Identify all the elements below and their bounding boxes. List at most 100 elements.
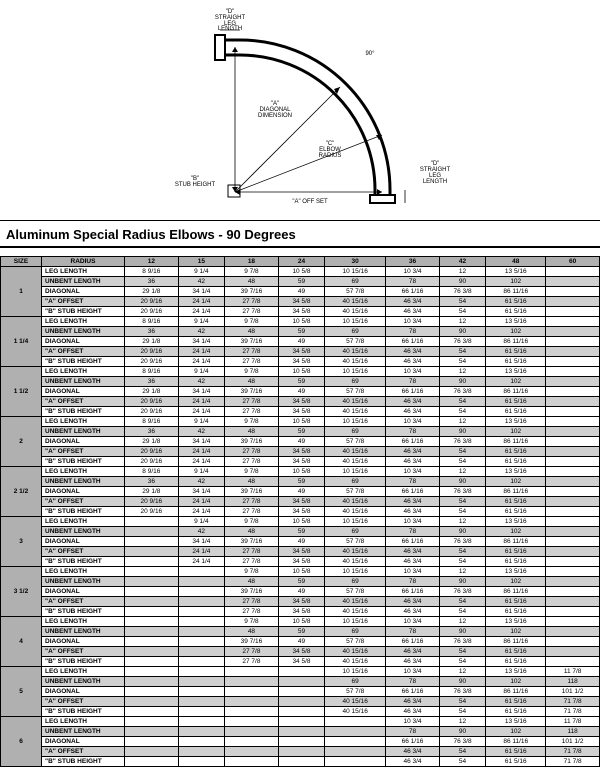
cell: 27 7/8 xyxy=(225,397,279,407)
cell xyxy=(125,617,179,627)
cell xyxy=(278,737,324,747)
table-row: UNBENT LENGTH697890102118 xyxy=(1,677,600,687)
cell: 66 1/16 xyxy=(386,637,440,647)
cell: 90 xyxy=(439,377,485,387)
cell: 40 15/16 xyxy=(325,547,386,557)
cell xyxy=(225,757,279,767)
cell: 39 7/16 xyxy=(225,387,279,397)
cell: 29 1/8 xyxy=(125,487,179,497)
cell: 54 xyxy=(439,757,485,767)
cell: 54 xyxy=(439,447,485,457)
row-label: "A" OFFSET xyxy=(42,647,125,657)
cell xyxy=(125,537,179,547)
cell: 42 xyxy=(178,427,224,437)
cell: 39 7/16 xyxy=(225,637,279,647)
row-label: "B" STUB HEIGHT xyxy=(42,707,125,717)
cell: 27 7/8 xyxy=(225,307,279,317)
cell: 54 xyxy=(439,657,485,667)
cell: 76 3/8 xyxy=(439,287,485,297)
row-label: "B" STUB HEIGHT xyxy=(42,357,125,367)
cell xyxy=(546,457,600,467)
cell xyxy=(178,647,224,657)
cell: 102 xyxy=(486,377,546,387)
cell: 86 11/16 xyxy=(486,587,546,597)
cell xyxy=(178,637,224,647)
cell: 40 15/16 xyxy=(325,397,386,407)
cell xyxy=(546,467,600,477)
size-cell: 5 xyxy=(1,667,42,717)
cell xyxy=(546,297,600,307)
cell: 34 5/8 xyxy=(278,297,324,307)
table-row: "A" OFFSET20 9/1624 1/427 7/834 5/840 15… xyxy=(1,497,600,507)
cell: 39 7/16 xyxy=(225,287,279,297)
cell xyxy=(178,747,224,757)
cell: 9 1/4 xyxy=(178,317,224,327)
cell: 61 5/16 xyxy=(486,357,546,367)
row-label: UNBENT LENGTH xyxy=(42,577,125,587)
cell: 10 5/8 xyxy=(278,267,324,277)
cell: 40 15/16 xyxy=(325,497,386,507)
cell xyxy=(278,707,324,717)
cell: 10 15/16 xyxy=(325,467,386,477)
cell: 57 7/8 xyxy=(325,637,386,647)
cell: 57 7/8 xyxy=(325,687,386,697)
row-label: "B" STUB HEIGHT xyxy=(42,307,125,317)
cell: 10 3/4 xyxy=(386,367,440,377)
cell: 9 1/4 xyxy=(178,367,224,377)
cell xyxy=(125,707,179,717)
cell xyxy=(125,747,179,757)
row-label: LEG LENGTH xyxy=(42,567,125,577)
cell xyxy=(278,727,324,737)
cell xyxy=(178,737,224,747)
cell: 48 xyxy=(225,277,279,287)
row-label: UNBENT LENGTH xyxy=(42,677,125,687)
cell: 10 3/4 xyxy=(386,417,440,427)
cell: 34 5/8 xyxy=(278,597,324,607)
cell: 20 9/16 xyxy=(125,297,179,307)
cell: 8 9/16 xyxy=(125,417,179,427)
cell: 46 3/4 xyxy=(386,607,440,617)
row-label: DIAGONAL xyxy=(42,737,125,747)
cell: 101 1/2 xyxy=(546,687,600,697)
cell: 57 7/8 xyxy=(325,537,386,547)
cell xyxy=(125,567,179,577)
svg-text:LENGTH: LENGTH xyxy=(218,26,242,32)
col-size: SIZE xyxy=(1,257,42,267)
cell xyxy=(546,507,600,517)
cell xyxy=(125,607,179,617)
cell xyxy=(178,567,224,577)
table-row: 4LEG LENGTH9 7/810 5/810 15/1610 3/41213… xyxy=(1,617,600,627)
cell xyxy=(546,557,600,567)
cell xyxy=(546,397,600,407)
row-label: "A" OFFSET xyxy=(42,347,125,357)
row-label: LEG LENGTH xyxy=(42,317,125,327)
cell: 76 3/8 xyxy=(439,537,485,547)
cell: 69 xyxy=(325,527,386,537)
cell: 86 11/16 xyxy=(486,437,546,447)
cell: 49 xyxy=(278,487,324,497)
col-radius: RADIUS xyxy=(42,257,125,267)
cell: 34 5/8 xyxy=(278,507,324,517)
cell: 118 xyxy=(546,677,600,687)
cell: 54 xyxy=(439,647,485,657)
cell: 66 1/16 xyxy=(386,687,440,697)
size-cell: 4 xyxy=(1,617,42,667)
cell: 24 1/4 xyxy=(178,347,224,357)
table-row: "B" STUB HEIGHT46 3/45461 5/1671 7/8 xyxy=(1,757,600,767)
cell: 71 7/8 xyxy=(546,757,600,767)
cell: 61 5/16 xyxy=(486,607,546,617)
table-row: 3LEG LENGTH9 1/49 7/810 5/810 15/1610 3/… xyxy=(1,517,600,527)
row-label: UNBENT LENGTH xyxy=(42,477,125,487)
row-label: "A" OFFSET xyxy=(42,547,125,557)
cell: 8 9/16 xyxy=(125,317,179,327)
cell: 10 15/16 xyxy=(325,517,386,527)
cell: 49 xyxy=(278,587,324,597)
cell: 69 xyxy=(325,577,386,587)
cell: 12 xyxy=(439,517,485,527)
cell: 27 7/8 xyxy=(225,457,279,467)
cell: 78 xyxy=(386,577,440,587)
cell: 48 xyxy=(225,377,279,387)
cell: 9 1/4 xyxy=(178,267,224,277)
cell: 46 3/4 xyxy=(386,547,440,557)
cell xyxy=(125,517,179,527)
